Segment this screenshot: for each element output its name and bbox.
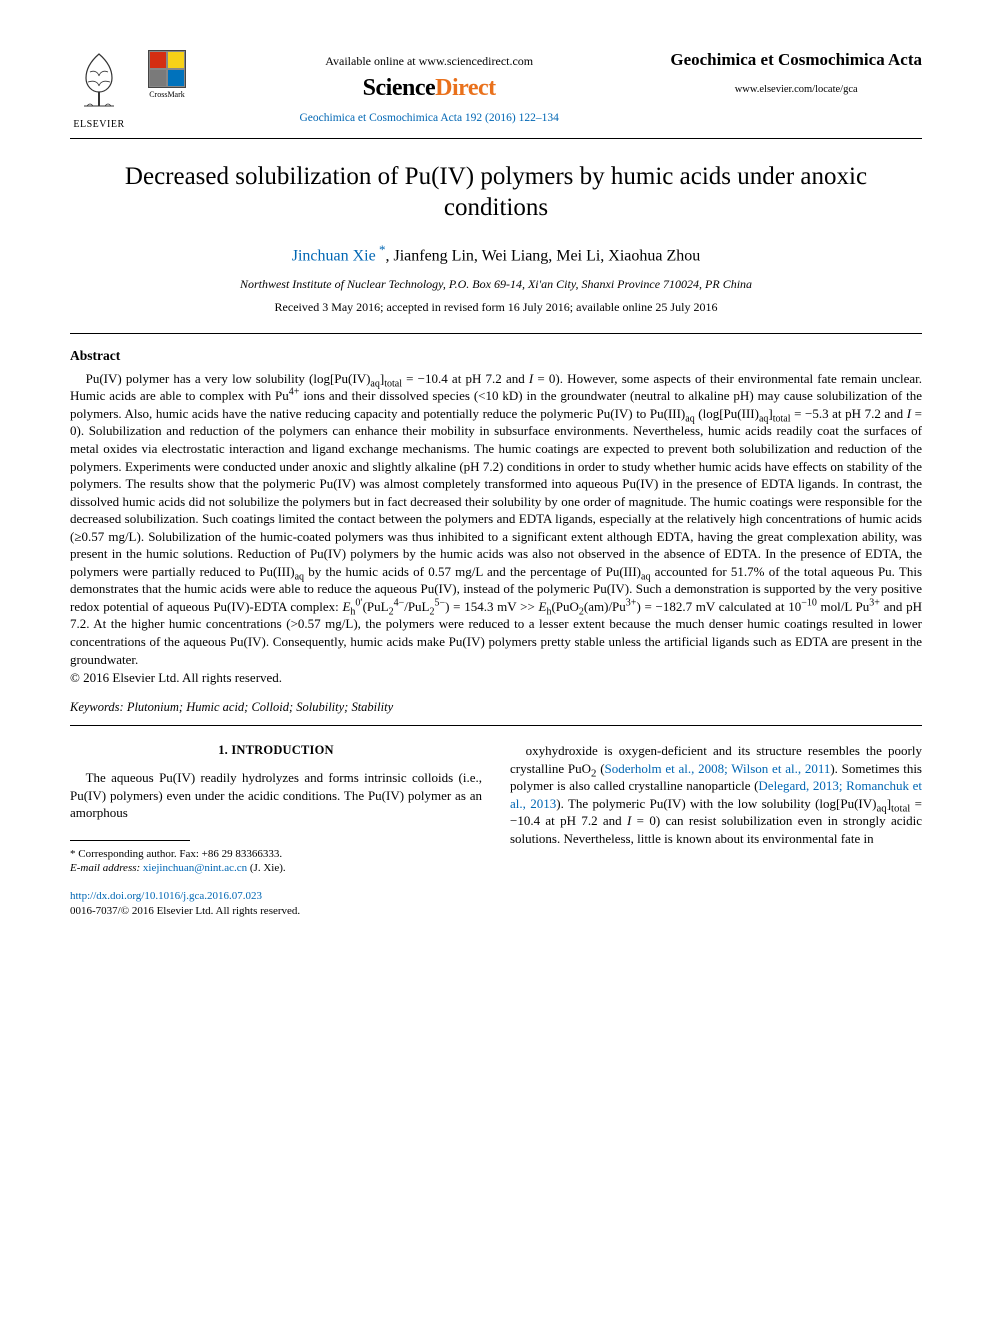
footnote-corr-text: * Corresponding author. Fax: +86 29 8336…: [70, 847, 482, 861]
doi-block: http://dx.doi.org/10.1016/j.gca.2016.07.…: [70, 889, 482, 918]
body-columns: 1. INTRODUCTION The aqueous Pu(IV) readi…: [70, 742, 922, 918]
section-heading-introduction: 1. INTRODUCTION: [70, 742, 482, 759]
header-right: Geochimica et Cosmochimica Acta www.else…: [670, 50, 922, 95]
corresponding-author-link[interactable]: Jinchuan Xie: [292, 247, 376, 264]
footnote-email-author: (J. Xie).: [250, 862, 286, 874]
footnote-email-link[interactable]: xiejinchuan@nint.ac.cn: [143, 862, 247, 874]
header-row: ELSEVIER CrossMark Available online at w…: [70, 50, 922, 139]
page-container: ELSEVIER CrossMark Available online at w…: [0, 0, 992, 958]
keywords-line: Keywords: Plutonium; Humic acid; Colloid…: [70, 700, 922, 715]
column-left: 1. INTRODUCTION The aqueous Pu(IV) readi…: [70, 742, 482, 918]
other-authors: , Jianfeng Lin, Wei Liang, Mei Li, Xiaoh…: [385, 247, 700, 264]
authors-line: Jinchuan Xie *, Jianfeng Lin, Wei Liang,…: [70, 242, 922, 265]
article-title: Decreased solubilization of Pu(IV) polym…: [110, 161, 882, 224]
footnote-rule: [70, 840, 190, 841]
article-dates: Received 3 May 2016; accepted in revised…: [70, 300, 922, 315]
affiliation: Northwest Institute of Nuclear Technolog…: [70, 277, 922, 292]
divider-bottom: [70, 725, 922, 726]
divider-top: [70, 333, 922, 334]
elsevier-tree-icon: [70, 50, 128, 112]
intro-para-2: oxyhydroxide is oxygen-deficient and its…: [510, 742, 922, 847]
keywords-text: Plutonium; Humic acid; Colloid; Solubili…: [127, 700, 393, 714]
abstract-heading: Abstract: [70, 348, 922, 364]
header-left: ELSEVIER CrossMark: [70, 50, 188, 130]
elsevier-label: ELSEVIER: [70, 119, 128, 130]
journal-homepage-link[interactable]: www.elsevier.com/locate/gca: [670, 84, 922, 95]
keywords-label: Keywords:: [70, 700, 124, 714]
crossmark-label: CrossMark: [149, 90, 185, 99]
journal-name: Geochimica et Cosmochimica Acta: [670, 50, 922, 70]
sd-text-orange: Direct: [435, 75, 496, 101]
abstract-body: Pu(IV) polymer has a very low solubility…: [70, 370, 922, 668]
doi-link[interactable]: http://dx.doi.org/10.1016/j.gca.2016.07.…: [70, 889, 482, 903]
sciencedirect-logo[interactable]: ScienceDirect: [188, 75, 670, 102]
column-right: oxyhydroxide is oxygen-deficient and its…: [510, 742, 922, 918]
crossmark-block[interactable]: CrossMark: [146, 50, 188, 104]
crossmark-icon: [148, 50, 186, 88]
sd-text: Science: [363, 75, 435, 101]
available-online-text: Available online at www.sciencedirect.co…: [188, 54, 670, 69]
issn-copyright-line: 0016-7037/© 2016 Elsevier Ltd. All right…: [70, 904, 482, 918]
header-center: Available online at www.sciencedirect.co…: [188, 50, 670, 124]
intro-para-1: The aqueous Pu(IV) readily hydrolyzes an…: [70, 769, 482, 822]
elsevier-logo-block: ELSEVIER: [70, 50, 128, 130]
corresponding-star-icon: *: [376, 242, 386, 257]
abstract-copyright: © 2016 Elsevier Ltd. All rights reserved…: [70, 670, 922, 686]
journal-reference-link[interactable]: Geochimica et Cosmochimica Acta 192 (201…: [188, 112, 670, 124]
footnote-email-label: E-mail address:: [70, 862, 140, 874]
footnote-email-line: E-mail address: xiejinchuan@nint.ac.cn (…: [70, 861, 482, 875]
corresponding-author-footnote: * Corresponding author. Fax: +86 29 8336…: [70, 847, 482, 876]
